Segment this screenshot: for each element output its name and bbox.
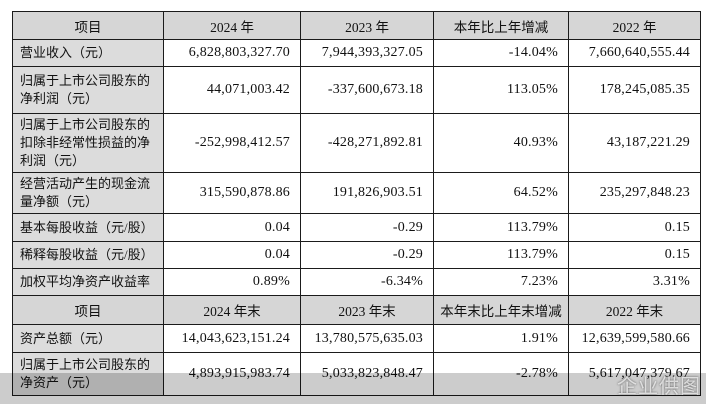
value-cell: -0.29 (300, 213, 434, 242)
column-header: 2022 年末 (568, 295, 701, 325)
table-row-deducted-net-profit: 归属于上市公司股东的扣除非经常性损益的净利润（元） -252,998,412.5… (12, 113, 701, 173)
value-cell: -14.04% (433, 39, 569, 67)
financial-summary-table-wrap: 项目 2024 年 2023 年 本年比上年增减 2022 年 营业收入（元） … (12, 11, 701, 396)
bottom-overlay-band (0, 373, 706, 404)
value-cell: -6.34% (300, 268, 434, 296)
column-header: 项目 (12, 11, 164, 40)
column-header: 2024 年末 (163, 295, 301, 325)
value-cell: 44,071,003.42 (163, 66, 301, 114)
row-label: 基本每股收益（元/股） (12, 213, 164, 242)
value-cell: 113.79% (433, 241, 569, 269)
value-cell: 6,828,803,327.70 (163, 39, 301, 67)
table-row-net-profit: 归属于上市公司股东的净利润（元） 44,071,003.42 -337,600,… (12, 66, 701, 114)
value-cell: 0.15 (568, 213, 701, 242)
watermark-label: 企业供图 (617, 376, 701, 398)
value-cell: 191,826,903.51 (300, 172, 434, 214)
row-label: 归属于上市公司股东的净利润（元） (12, 66, 164, 114)
value-cell: -2.78% (433, 352, 569, 396)
table-row-weighted-avg-roe: 加权平均净资产收益率 0.89% -6.34% 7.23% 3.31% (12, 268, 701, 296)
value-cell: 13,780,575,635.03 (300, 324, 434, 353)
row-label: 资产总额（元） (12, 324, 164, 353)
table-row-basic-eps: 基本每股收益（元/股） 0.04 -0.29 113.79% 0.15 (12, 213, 701, 242)
value-cell: 43,187,221.29 (568, 113, 701, 173)
row-label: 稀释每股收益（元/股） (12, 241, 164, 269)
row-label: 营业收入（元） (12, 39, 164, 67)
table-row-revenue: 营业收入（元） 6,828,803,327.70 7,944,393,327.0… (12, 39, 701, 67)
row-label: 加权平均净资产收益率 (12, 268, 164, 296)
table-row-diluted-eps: 稀释每股收益（元/股） 0.04 -0.29 113.79% 0.15 (12, 241, 701, 269)
value-cell: -0.29 (300, 241, 434, 269)
value-cell: 1.91% (433, 324, 569, 353)
column-header: 项目 (12, 295, 164, 325)
table-row-total-assets: 资产总额（元） 14,043,623,151.24 13,780,575,635… (12, 324, 701, 353)
value-cell: 0.89% (163, 268, 301, 296)
row-label: 经营活动产生的现金流量净额（元） (12, 172, 164, 214)
value-cell: 4,893,915,983.74 (163, 352, 301, 396)
value-cell: 5,033,823,848.47 (300, 352, 434, 396)
column-header: 2023 年 (300, 11, 434, 40)
value-cell: 235,297,848.23 (568, 172, 701, 214)
value-cell: 3.31% (568, 268, 701, 296)
column-header: 2023 年末 (300, 295, 434, 325)
value-cell: 5,617,047,379.67 (568, 352, 701, 396)
row-label: 归属于上市公司股东的扣除非经常性损益的净利润（元） (12, 113, 164, 173)
value-cell: -252,998,412.57 (163, 113, 301, 173)
value-cell: 12,639,599,580.66 (568, 324, 701, 353)
financial-summary-table: 项目 2024 年 2023 年 本年比上年增减 2022 年 营业收入（元） … (12, 11, 701, 396)
value-cell: 7,944,393,327.05 (300, 39, 434, 67)
column-header: 2022 年 (568, 11, 701, 40)
value-cell: 178,245,085.35 (568, 66, 701, 114)
value-cell: 315,590,878.86 (163, 172, 301, 214)
table-row-net-assets: 归属于上市公司股东的净资产（元） 4,893,915,983.74 5,033,… (12, 352, 701, 396)
value-cell: 40.93% (433, 113, 569, 173)
column-header: 本年末比上年末增减 (433, 295, 569, 325)
value-cell: 14,043,623,151.24 (163, 324, 301, 353)
header-row-annual: 项目 2024 年 2023 年 本年比上年增减 2022 年 (12, 11, 701, 40)
value-cell: -428,271,892.81 (300, 113, 434, 173)
value-cell: 0.04 (163, 241, 301, 269)
value-cell: 64.52% (433, 172, 569, 214)
value-cell: 7.23% (433, 268, 569, 296)
column-header: 2024 年 (163, 11, 301, 40)
value-cell: 7,660,640,555.44 (568, 39, 701, 67)
header-row-year-end: 项目 2024 年末 2023 年末 本年末比上年末增减 2022 年末 (12, 295, 701, 325)
value-cell: 113.79% (433, 213, 569, 242)
value-cell: 0.04 (163, 213, 301, 242)
column-header: 本年比上年增减 (433, 11, 569, 40)
value-cell: -337,600,673.18 (300, 66, 434, 114)
value-cell: 0.15 (568, 241, 701, 269)
table-row-operating-cash-flow: 经营活动产生的现金流量净额（元） 315,590,878.86 191,826,… (12, 172, 701, 214)
value-cell: 113.05% (433, 66, 569, 114)
row-label: 归属于上市公司股东的净资产（元） (12, 352, 164, 396)
